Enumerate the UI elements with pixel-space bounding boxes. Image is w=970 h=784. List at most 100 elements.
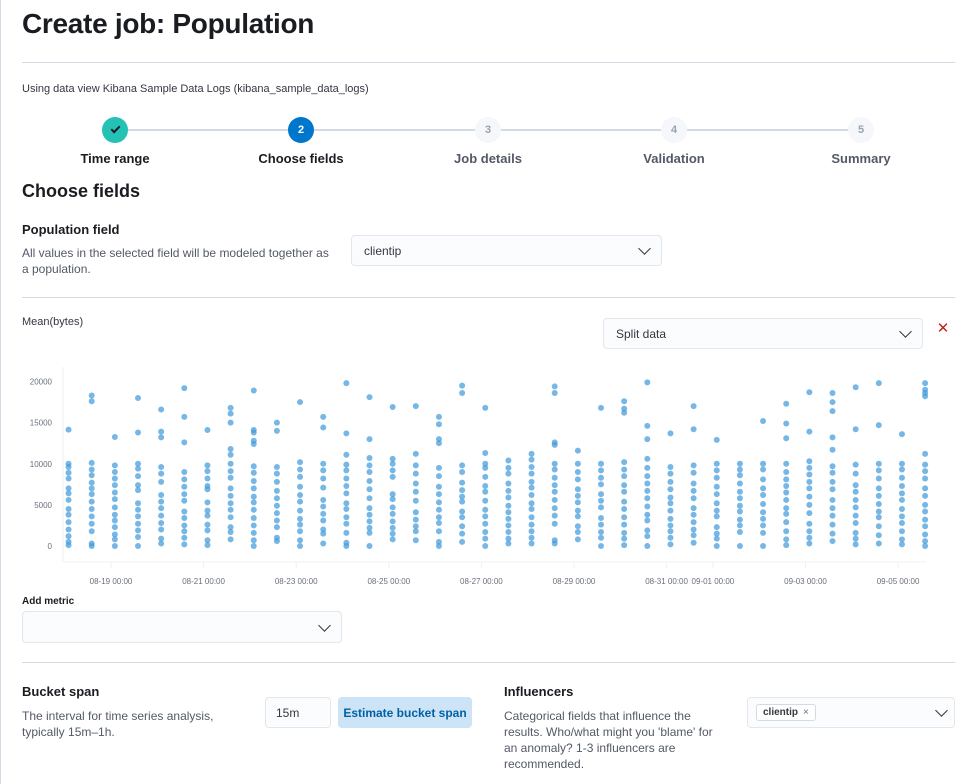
data-point bbox=[320, 467, 327, 474]
population-scatter-chart: 0 5000 10000 15000 20000 08-19 00:00 08-21 00:… bbox=[30, 367, 929, 586]
description-line: The interval for time series analysis, bbox=[22, 709, 214, 723]
data-point bbox=[621, 542, 628, 549]
step-number: 3 bbox=[484, 124, 492, 136]
data-point bbox=[598, 534, 605, 541]
data-point bbox=[922, 485, 929, 492]
data-point bbox=[875, 532, 882, 539]
data-point bbox=[88, 513, 95, 520]
step-2-indicator[interactable]: 2 bbox=[288, 117, 314, 143]
data-point bbox=[343, 430, 350, 437]
data-point bbox=[297, 466, 304, 473]
step-3-label[interactable]: Job details bbox=[454, 151, 522, 166]
data-point bbox=[760, 509, 767, 516]
data-point bbox=[922, 492, 929, 499]
step-1-indicator[interactable] bbox=[102, 117, 128, 143]
step-1-label[interactable]: Time range bbox=[80, 151, 150, 166]
data-point bbox=[875, 492, 882, 499]
step-4-indicator[interactable]: 4 bbox=[661, 117, 687, 143]
data-point bbox=[65, 519, 72, 526]
data-point bbox=[644, 527, 651, 534]
bucket-span-input[interactable]: 15m bbox=[265, 697, 331, 728]
data-point bbox=[898, 431, 905, 438]
estimate-bucket-span-button[interactable]: Estimate bucket span bbox=[338, 697, 472, 728]
data-point bbox=[760, 417, 767, 424]
data-point bbox=[713, 474, 720, 481]
step-3-indicator[interactable]: 3 bbox=[475, 117, 501, 143]
step-5-indicator[interactable]: 5 bbox=[848, 117, 874, 143]
chip-remove-icon[interactable]: × bbox=[803, 707, 809, 718]
data-point bbox=[760, 476, 767, 483]
data-point bbox=[760, 492, 767, 499]
data-point bbox=[204, 468, 211, 475]
data-point bbox=[111, 511, 118, 518]
remove-detector-button[interactable]: ✕ bbox=[936, 321, 950, 337]
x-tick-label: 08-21 00:00 bbox=[182, 577, 225, 586]
data-point bbox=[111, 468, 118, 475]
data-point bbox=[644, 543, 651, 549]
data-point bbox=[713, 513, 720, 520]
data-point bbox=[760, 485, 767, 492]
data-point bbox=[898, 541, 905, 548]
data-point bbox=[528, 456, 535, 463]
data-point bbox=[760, 515, 767, 522]
data-point bbox=[204, 512, 211, 519]
data-point bbox=[736, 472, 743, 479]
data-point bbox=[783, 482, 790, 489]
data-point bbox=[227, 410, 234, 417]
data-point bbox=[158, 492, 165, 499]
data-point bbox=[829, 512, 836, 519]
data-point bbox=[250, 387, 257, 394]
step-2-label[interactable]: Choose fields bbox=[258, 151, 344, 166]
data-point bbox=[343, 482, 350, 489]
data-point bbox=[320, 530, 327, 537]
data-point bbox=[829, 399, 836, 406]
data-point bbox=[343, 461, 350, 468]
data-point bbox=[366, 505, 373, 512]
data-point bbox=[644, 533, 651, 540]
chevron-down-icon bbox=[638, 242, 651, 255]
data-point bbox=[181, 534, 188, 541]
population-field-select[interactable]: clientip bbox=[351, 235, 662, 266]
data-point bbox=[389, 530, 396, 537]
data-point bbox=[713, 491, 720, 498]
split-data-select[interactable]: Split data bbox=[603, 318, 923, 349]
data-point bbox=[435, 514, 442, 521]
data-point bbox=[412, 480, 419, 487]
step-5-label[interactable]: Summary bbox=[831, 151, 891, 166]
data-point bbox=[898, 536, 905, 543]
data-point bbox=[158, 428, 165, 435]
data-point bbox=[505, 522, 512, 529]
data-point bbox=[551, 512, 558, 519]
data-point bbox=[111, 434, 118, 441]
data-point bbox=[690, 505, 697, 512]
data-point bbox=[227, 536, 234, 543]
data-point bbox=[227, 485, 234, 492]
data-point bbox=[366, 524, 373, 531]
data-point bbox=[88, 498, 95, 505]
data-point bbox=[760, 529, 767, 536]
data-point bbox=[898, 466, 905, 473]
data-point bbox=[135, 487, 142, 494]
data-point bbox=[320, 460, 327, 467]
add-metric-select[interactable] bbox=[22, 611, 342, 643]
divider bbox=[22, 297, 955, 298]
influencers-combobox[interactable]: clientip × bbox=[747, 697, 955, 728]
x-tick-label: 08-27 00:00 bbox=[460, 577, 503, 586]
data-point bbox=[528, 534, 535, 541]
data-point bbox=[227, 404, 234, 411]
data-point bbox=[65, 511, 72, 518]
y-tick-label: 10000 bbox=[30, 460, 53, 469]
data-point bbox=[598, 481, 605, 488]
data-point bbox=[783, 400, 790, 407]
step-4-label[interactable]: Validation bbox=[643, 151, 705, 166]
data-point bbox=[551, 488, 558, 495]
data-point bbox=[88, 528, 95, 535]
data-point bbox=[783, 528, 790, 535]
data-point bbox=[343, 451, 350, 458]
data-point bbox=[482, 513, 489, 520]
data-point bbox=[343, 380, 350, 387]
data-point bbox=[297, 543, 304, 549]
data-point bbox=[366, 543, 373, 549]
data-point bbox=[435, 543, 442, 549]
data-point bbox=[852, 519, 859, 526]
